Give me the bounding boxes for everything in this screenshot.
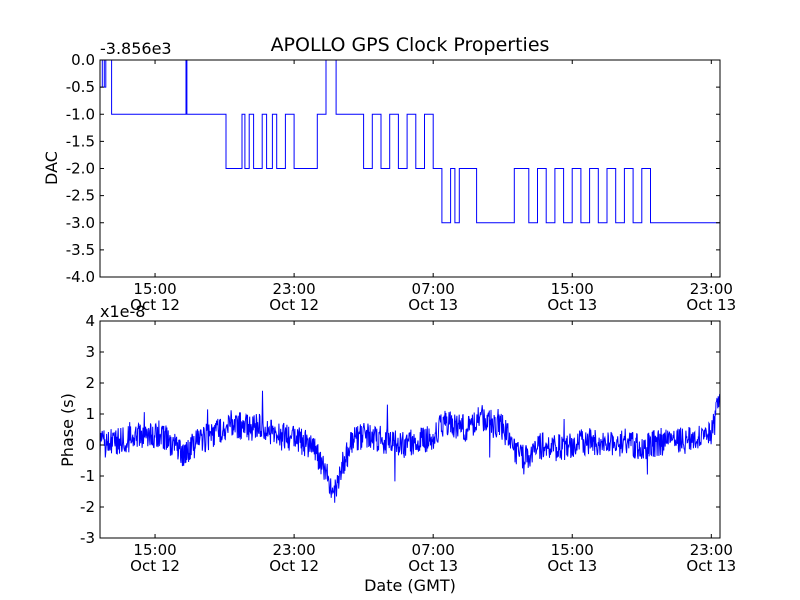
dac-y-tick-label: -1.0 xyxy=(66,105,95,123)
phase-y-axis-label: Phase (s) xyxy=(58,393,77,467)
phase-x-tick-time: 07:00 xyxy=(412,541,455,559)
phase-x-tick-time: 15:00 xyxy=(551,541,594,559)
dac-y-tick-label: 0.0 xyxy=(71,51,95,69)
dac-x-tick-time: 15:00 xyxy=(551,280,594,298)
x-axis-label: Date (GMT) xyxy=(364,576,456,595)
dac-x-tick-time: 23:00 xyxy=(272,280,315,298)
dac-x-tick-date: Oct 12 xyxy=(269,296,319,314)
phase-y-tick-label: 2 xyxy=(85,374,95,392)
phase-y-tick-label: -1 xyxy=(80,467,95,485)
dac-series-line xyxy=(100,60,720,277)
dac-y-ticks: 0.0 -0.5 -1.0 -1.5 -2.0 -2.5 -3.0 -3.5 -4.0 xyxy=(66,51,720,286)
phase-x-tick-date: Oct 13 xyxy=(408,557,458,575)
dac-offset-label: -3.856e3 xyxy=(100,39,172,58)
dac-x-tick-time: 15:00 xyxy=(133,280,176,298)
dac-y-tick-label: -3.5 xyxy=(66,241,95,259)
dac-y-tick-label: -3.0 xyxy=(66,214,95,232)
phase-y-tick-label: 0 xyxy=(85,436,95,454)
dac-y-tick-label: -2.0 xyxy=(66,160,95,178)
chart-title: APOLLO GPS Clock Properties xyxy=(271,34,550,56)
dac-series-group xyxy=(100,60,720,277)
dac-y-tick-label: -1.5 xyxy=(66,132,95,150)
phase-y-ticks: 4 3 2 1 0 -1 -2 -3 xyxy=(80,312,720,547)
dac-x-tick-time: 07:00 xyxy=(412,280,455,298)
phase-y-tick-label: 4 xyxy=(85,312,95,330)
phase-x-tick-time: 23:00 xyxy=(690,541,733,559)
dac-x-tick-time: 23:00 xyxy=(690,280,733,298)
phase-y-tick-label: 3 xyxy=(85,343,95,361)
phase-series-group xyxy=(100,390,720,503)
dac-x-tick-date: Oct 13 xyxy=(547,296,597,314)
phase-x-tick-date: Oct 13 xyxy=(547,557,597,575)
dac-y-tick-label: -2.5 xyxy=(66,187,95,205)
phase-x-tick-date: Oct 12 xyxy=(130,557,180,575)
dac-x-tick-date: Oct 12 xyxy=(130,296,180,314)
phase-axes-frame xyxy=(99,320,721,539)
dac-x-tick-date: Oct 13 xyxy=(686,296,736,314)
phase-x-tick-date: Oct 13 xyxy=(686,557,736,575)
dac-x-tick-date: Oct 13 xyxy=(408,296,458,314)
dac-panel: 0.0 -0.5 -1.0 -1.5 -2.0 -2.5 -3.0 -3.5 -4.0 15:0… xyxy=(42,39,736,314)
phase-y-tick-label: -2 xyxy=(80,498,95,516)
phase-series-line xyxy=(100,390,720,503)
phase-y-tick-label: -3 xyxy=(80,529,95,547)
phase-x-tick-date: Oct 12 xyxy=(269,557,319,575)
phase-offset-label: x1e-8 xyxy=(100,302,145,321)
phase-x-tick-time: 23:00 xyxy=(272,541,315,559)
dac-y-tick-label: -0.5 xyxy=(66,78,95,96)
dac-y-tick-label: -4.0 xyxy=(66,268,95,286)
dac-y-axis-label: DAC xyxy=(42,151,61,185)
phase-y-tick-label: 1 xyxy=(85,405,95,423)
phase-x-tick-time: 15:00 xyxy=(133,541,176,559)
